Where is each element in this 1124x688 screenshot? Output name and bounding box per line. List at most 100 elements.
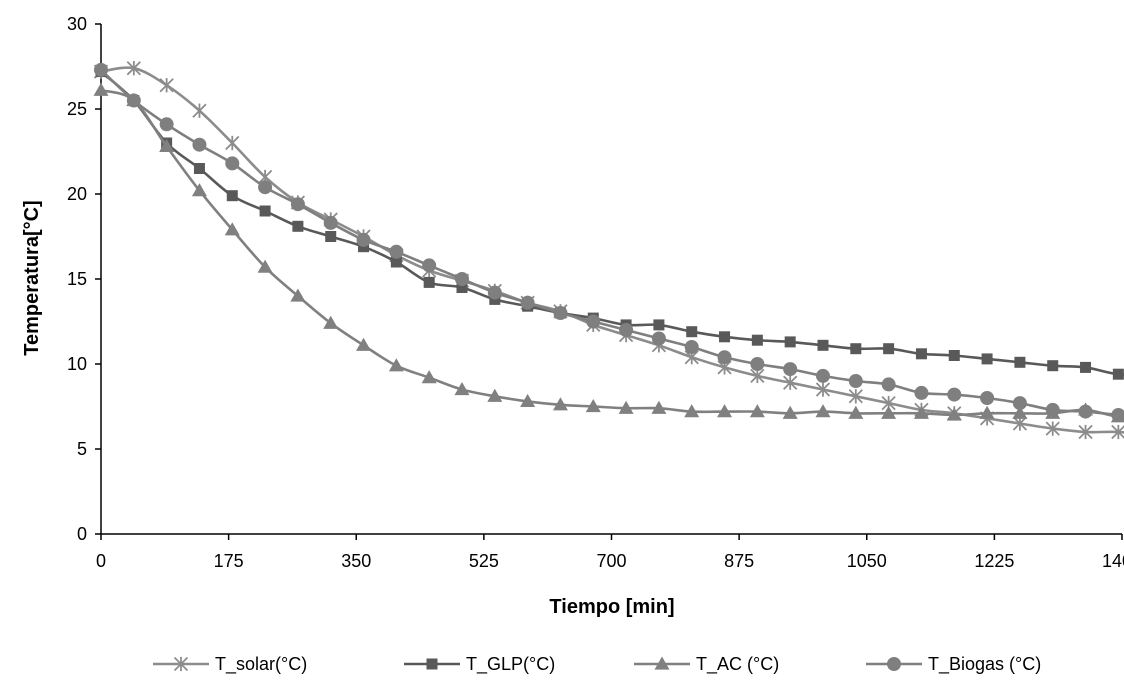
series-line xyxy=(101,72,1124,375)
series-layer xyxy=(94,61,1124,443)
data-point xyxy=(488,286,501,299)
y-tick-label: 5 xyxy=(77,439,87,459)
data-point xyxy=(259,181,272,194)
series-line xyxy=(101,90,1124,417)
data-point xyxy=(424,277,435,288)
y-axis-title: Temperatura[°C] xyxy=(21,200,43,355)
data-point xyxy=(260,206,271,217)
data-point xyxy=(816,369,829,382)
series-line xyxy=(101,70,1124,419)
data-point xyxy=(390,245,403,258)
data-point xyxy=(916,348,927,359)
data-point xyxy=(193,138,206,151)
data-point xyxy=(325,231,336,242)
data-point xyxy=(95,63,108,76)
data-point xyxy=(981,392,994,405)
data-point xyxy=(620,324,633,337)
data-point xyxy=(127,94,140,107)
data-point xyxy=(1046,403,1059,416)
y-tick-label: 30 xyxy=(67,14,87,34)
data-point xyxy=(521,296,534,309)
x-axis-title: Tiempo [min] xyxy=(549,596,674,618)
legend-label: T_AC (°C) xyxy=(696,654,779,675)
x-tick-label: 1400 xyxy=(1102,551,1124,571)
x-tick-label: 700 xyxy=(596,551,626,571)
legend-item: T_GLP(°C) xyxy=(404,654,555,675)
data-point xyxy=(784,363,797,376)
data-point xyxy=(193,104,206,118)
y-tick-label: 20 xyxy=(67,184,87,204)
data-point xyxy=(1047,360,1058,371)
x-tick-label: 1050 xyxy=(847,551,887,571)
data-point xyxy=(587,315,600,328)
data-point xyxy=(389,358,404,371)
data-point xyxy=(226,157,239,170)
data-point xyxy=(455,273,468,286)
data-point xyxy=(324,216,337,229)
y-tick-label: 0 xyxy=(77,524,87,544)
y-tick-label: 25 xyxy=(67,99,87,119)
legend-item: T_Biogas (°C) xyxy=(866,654,1041,675)
x-tick-label: 525 xyxy=(469,551,499,571)
data-point xyxy=(1080,362,1091,373)
series-line xyxy=(101,68,1124,436)
data-point xyxy=(160,78,173,92)
x-tick-label: 1225 xyxy=(974,551,1014,571)
data-point xyxy=(652,332,665,345)
legend-label: T_GLP(°C) xyxy=(466,654,555,675)
data-point xyxy=(423,259,436,272)
x-tick-label: 0 xyxy=(96,551,106,571)
data-point xyxy=(227,190,238,201)
data-point xyxy=(752,335,763,346)
data-point xyxy=(1013,397,1026,410)
x-tick-label: 875 xyxy=(724,551,754,571)
axes: 0 5 10 15 20 25 30 0 175 350 525 700 875 1050 1225 1400 xyxy=(67,14,1124,571)
data-point xyxy=(292,221,303,232)
data-point xyxy=(719,331,730,342)
y-tick-label: 10 xyxy=(67,354,87,374)
data-point xyxy=(94,83,109,96)
data-point xyxy=(718,351,731,364)
legend-label: T_solar(°C) xyxy=(215,654,307,675)
series-triangle xyxy=(94,83,1124,423)
legend-label: T_Biogas (°C) xyxy=(928,654,1041,675)
legend-marker xyxy=(888,658,901,671)
data-point xyxy=(883,343,894,354)
data-point xyxy=(915,386,928,399)
data-point xyxy=(291,198,304,211)
data-point xyxy=(785,336,796,347)
x-tick-label: 175 xyxy=(214,551,244,571)
data-point xyxy=(1014,357,1025,368)
data-point xyxy=(1079,405,1092,418)
data-point xyxy=(882,378,895,391)
data-point xyxy=(751,358,764,371)
series-circle xyxy=(95,63,1124,425)
data-point xyxy=(686,326,697,337)
data-point xyxy=(949,350,960,361)
data-point xyxy=(850,343,861,354)
y-tick-label: 15 xyxy=(67,269,87,289)
data-point xyxy=(982,353,993,364)
data-point xyxy=(1113,369,1124,380)
data-point xyxy=(1112,409,1124,422)
legend: T_solar(°C) T_GLP(°C) T_AC (°C) T_Biogas (°… xyxy=(153,654,1041,675)
data-point xyxy=(948,388,961,401)
legend-item: T_AC (°C) xyxy=(634,654,779,675)
series-square xyxy=(96,66,1124,380)
legend-item: T_solar(°C) xyxy=(153,654,307,675)
data-point xyxy=(554,307,567,320)
data-point xyxy=(685,341,698,354)
legend-marker xyxy=(427,659,438,670)
data-point xyxy=(357,233,370,246)
data-point xyxy=(653,319,664,330)
data-point xyxy=(160,118,173,131)
x-tick-label: 350 xyxy=(341,551,371,571)
series-star xyxy=(95,61,1124,443)
data-point xyxy=(194,163,205,174)
data-point xyxy=(849,375,862,388)
data-point xyxy=(226,136,239,150)
data-point xyxy=(817,340,828,351)
data-point xyxy=(356,338,371,351)
